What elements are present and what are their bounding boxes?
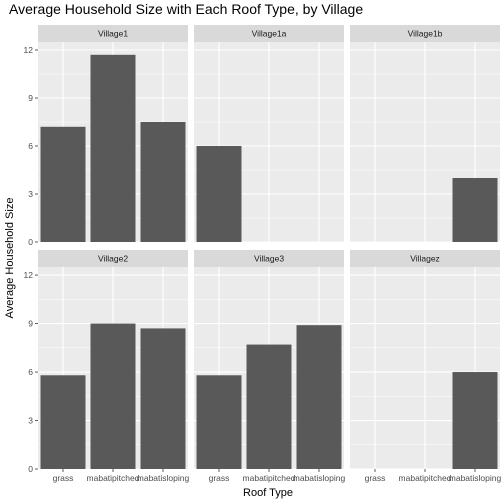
y-tick-label: 9 [28,93,33,103]
panel-village2: Village2 0 3 6 9 12 grass mabatipitchedmabatisl… [24,250,190,483]
x-tick-label: mabatisloping [137,473,190,483]
strip-background [350,250,500,267]
bar-village1-mabatipitched [90,54,136,242]
chart-title: Average Household Size with Each Roof Ty… [9,1,363,17]
strip-background [38,25,188,42]
y-tick-label: 9 [28,319,33,329]
bar-village3-grass [196,375,242,469]
bar-village1-mabatisloping [140,122,186,242]
bar-villagez-mabatisloping [452,372,498,469]
bar-village2-mabatisloping [140,328,186,469]
chart-panels: Village1 0 3 6 9 12 Village1a Village1b Village2… [24,25,501,483]
strip-background [194,25,344,42]
x-tick-label: grass [53,473,74,483]
x-tick-label: mabatipitched [243,473,296,483]
bar-village3-mabatipitched [246,344,292,469]
strip-label: Villagez [410,254,440,264]
bar-village1a-grass [196,146,242,242]
panel-village1: Village1 0 3 6 9 12 [24,25,188,247]
y-tick-label: 6 [28,141,33,151]
strip-background [194,250,344,267]
x-tick-label: grass [365,473,386,483]
x-tick-label: mabatisloping [293,473,346,483]
y-tick-label: 12 [24,45,34,55]
x-tick-label: mabatipitched [87,473,140,483]
strip-background [350,25,500,42]
panel-village1a: Village1a [194,25,344,243]
y-tick-label: 0 [28,237,33,247]
y-tick-label: 6 [28,367,33,377]
x-tick-label: mabatisloping [449,473,502,483]
x-tick-label: mabatipitched [399,473,452,483]
strip-label: Village2 [98,254,128,264]
strip-label: Village1b [408,29,443,39]
bar-village1-grass [40,126,86,242]
y-tick-label: 0 [28,464,33,474]
strip-label: Village1a [252,29,287,39]
strip-label: Village3 [254,254,284,264]
y-tick-label: 12 [24,270,34,280]
panel-village1b: Village1b [350,25,500,243]
y-axis-title: Average Household Size [4,198,16,319]
bar-village3-mabatisloping [296,325,342,469]
x-axis-title: Roof Type [243,487,293,499]
strip-label: Village1 [98,29,128,39]
y-tick-label: 3 [28,189,33,199]
strip-background [38,250,188,267]
bar-village1b-mabatisloping [452,178,498,242]
bar-village2-grass [40,375,86,469]
x-tick-label: grass [209,473,230,483]
y-tick-label: 3 [28,416,33,426]
bar-village2-mabatipitched [90,323,136,469]
